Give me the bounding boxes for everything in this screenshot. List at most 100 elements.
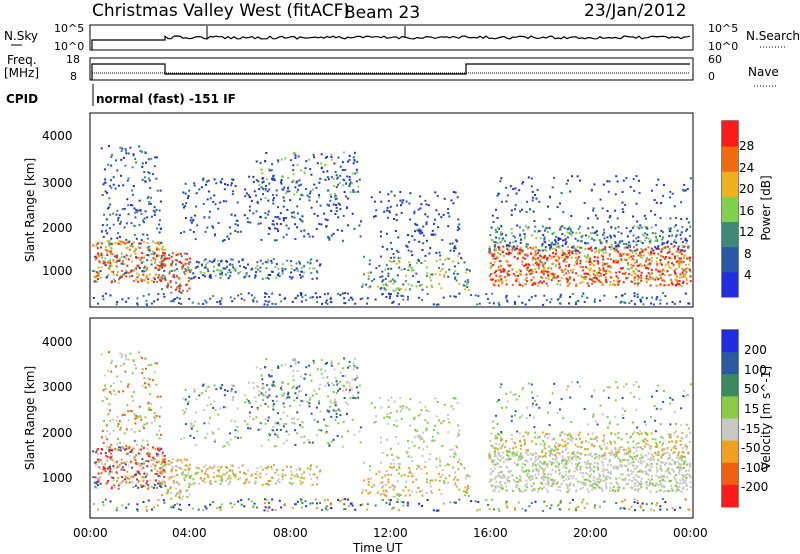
power-echo-cell xyxy=(354,191,357,194)
velocity-echo-cell xyxy=(369,477,372,480)
power-echo-cell xyxy=(685,277,688,280)
power-echo-cell xyxy=(131,189,134,192)
power-echo-cell xyxy=(582,269,585,272)
velocity-echo-cell xyxy=(229,481,232,484)
power-echo-cell xyxy=(550,244,553,247)
velocity-echo-cell xyxy=(193,390,196,393)
velocity-echo-cell xyxy=(163,470,166,473)
power-echo-cell xyxy=(663,258,666,260)
power-echo-cell xyxy=(111,253,114,256)
velocity-echo-cell xyxy=(537,458,540,461)
power-echo-cell xyxy=(630,263,632,266)
power-echo-cell xyxy=(287,176,290,179)
velocity-echo-cell xyxy=(160,463,163,466)
power-echo-cell xyxy=(497,227,499,229)
power-echo-cell xyxy=(123,255,126,258)
power-echo-cell xyxy=(639,240,642,243)
power-echo-cell xyxy=(616,180,619,183)
velocity-echo-cell xyxy=(393,466,395,469)
power-echo-cell xyxy=(568,249,571,252)
velocity-echo-cell xyxy=(97,484,99,487)
power-echo-cell xyxy=(539,280,542,283)
power-echo-cell xyxy=(689,280,692,283)
velocity-echo-cell xyxy=(126,385,129,388)
power-echo-cell xyxy=(495,274,498,277)
velocity-echo-cell xyxy=(376,491,379,494)
power-echo-cell xyxy=(499,269,502,271)
velocity-echo-cell xyxy=(102,442,105,444)
power-echo-cell xyxy=(531,268,534,271)
velocity-echo-cell xyxy=(532,482,535,485)
velocity-echo-cell xyxy=(341,435,344,438)
power-echo-cell xyxy=(561,249,564,252)
velocity-echo-cell xyxy=(124,475,127,478)
power-echo-cell xyxy=(119,146,122,149)
power-echo-cell xyxy=(122,241,125,244)
power-echo-cell xyxy=(142,241,145,243)
power-echo-cell xyxy=(583,255,586,258)
power-echo-cell xyxy=(293,193,296,196)
velocity-echo-cell xyxy=(517,458,520,461)
power-echo-cell xyxy=(399,256,401,259)
power-echo-cell xyxy=(635,252,638,255)
velocity-echo-cell xyxy=(152,482,155,485)
velocity-echo-cell xyxy=(356,377,359,379)
power-echo-cell xyxy=(390,267,393,270)
velocity-echo-cell xyxy=(680,490,683,493)
power-echo-cell xyxy=(224,267,227,270)
power-echo-cell xyxy=(219,276,222,279)
velocity-echo-cell xyxy=(664,480,667,483)
power-echo-cell xyxy=(661,238,664,241)
velocity-echo-cell xyxy=(545,463,548,466)
velocity-echo-cell xyxy=(600,460,603,463)
power-echo-cell xyxy=(104,257,107,260)
power-echo-cell xyxy=(677,260,680,263)
power-echo-cell xyxy=(665,241,668,244)
power-echo-cell xyxy=(412,269,415,272)
velocity-echo-cell xyxy=(672,469,675,472)
velocity-echo-cell xyxy=(185,476,188,479)
power-echo-cell xyxy=(524,253,527,256)
velocity-echo-cell xyxy=(319,383,322,386)
velocity-echo-cell xyxy=(396,410,399,413)
velocity-echo-cell xyxy=(467,487,470,490)
velocity-echo-cell xyxy=(145,475,147,478)
velocity-echo-cell xyxy=(655,482,658,485)
velocity-echo-cell xyxy=(411,460,414,463)
power-echo-cell xyxy=(97,252,99,255)
velocity-echo-cell xyxy=(156,460,159,463)
power-echo-cell xyxy=(558,257,561,260)
velocity-echo-cell xyxy=(156,486,159,489)
power-echo-cell xyxy=(212,295,215,298)
velocity-echo-cell xyxy=(589,453,592,456)
power-echo-cell xyxy=(613,250,616,253)
velocity-echo-cell xyxy=(95,462,98,465)
power-echo-cell xyxy=(279,223,282,225)
power-echo-cell xyxy=(133,225,136,227)
power-echo-cell xyxy=(651,232,654,235)
power-echo-cell xyxy=(625,243,628,245)
power-echo-cell xyxy=(494,231,497,234)
velocity-echo-cell xyxy=(122,468,124,471)
velocity-echo-cell xyxy=(453,453,455,456)
power-echo-cell xyxy=(625,246,628,249)
power-echo-cell xyxy=(655,238,658,241)
velocity-echo-cell xyxy=(212,476,215,479)
velocity-echo-cell xyxy=(412,475,415,478)
power-echo-cell xyxy=(129,245,132,248)
power-echo-cell xyxy=(223,188,226,191)
velocity-echo-cell xyxy=(279,418,282,421)
velocity-echo-cell xyxy=(104,387,107,390)
power-echo-cell xyxy=(517,274,520,277)
power-echo-cell xyxy=(550,298,553,301)
velocity-echo-cell xyxy=(575,467,578,469)
power-echo-cell xyxy=(606,269,609,272)
velocity-echo-cell xyxy=(106,430,109,433)
power-echo-cell xyxy=(230,213,233,216)
power-echo-cell xyxy=(500,226,503,229)
power-echo-cell xyxy=(623,258,626,261)
velocity-echo-cell xyxy=(456,435,459,438)
velocity-echo-cell xyxy=(648,464,651,467)
velocity-echo-cell xyxy=(396,480,399,483)
power-echo-cell xyxy=(537,249,540,252)
